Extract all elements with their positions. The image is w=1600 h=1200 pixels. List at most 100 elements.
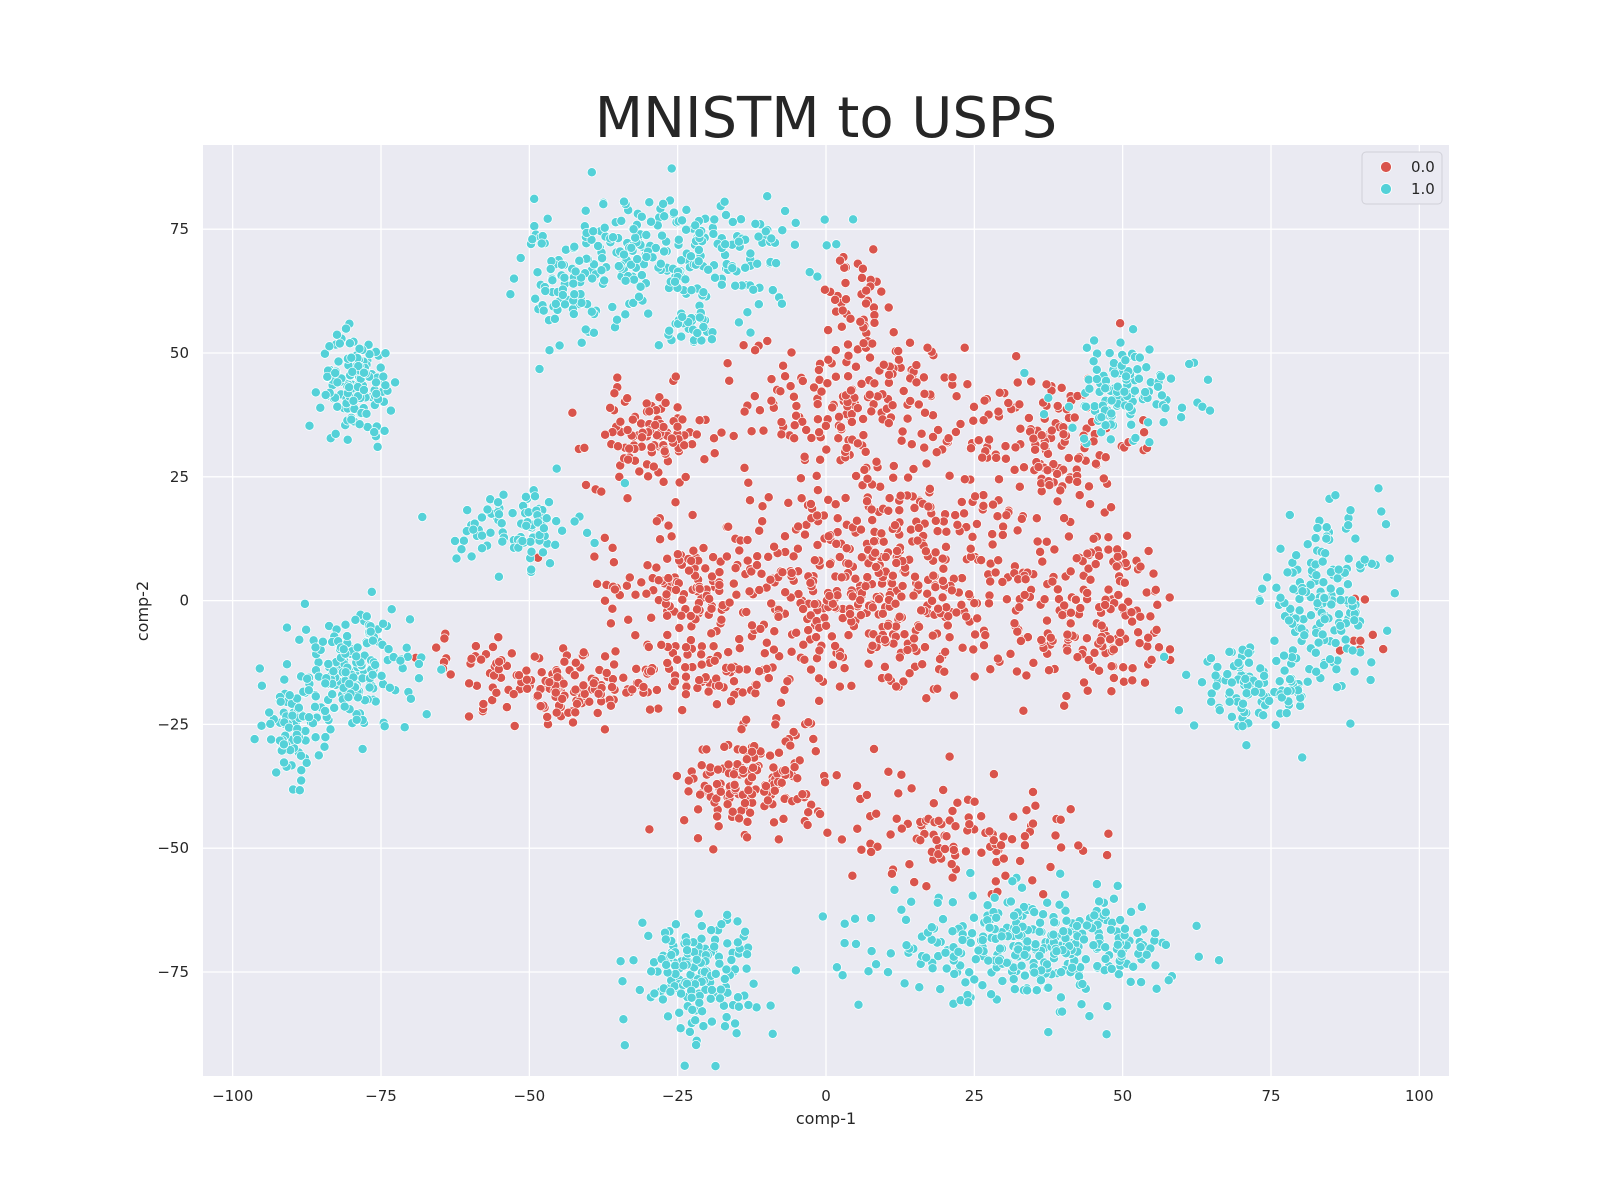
- scatter-point: [386, 604, 397, 615]
- scatter-point: [949, 690, 959, 701]
- scatter-point: [1123, 596, 1134, 607]
- scatter-point: [866, 847, 877, 857]
- scatter-point: [742, 535, 753, 545]
- scatter-point: [613, 441, 623, 452]
- scatter-point: [766, 598, 777, 609]
- scatter-point: [1039, 441, 1050, 451]
- scatter-point: [623, 614, 634, 625]
- scatter-point: [390, 377, 401, 388]
- scatter-point: [1090, 559, 1101, 570]
- scatter-point: [991, 452, 1002, 463]
- scatter-point: [517, 536, 528, 546]
- scatter-point: [348, 395, 359, 406]
- scatter-point: [763, 551, 774, 562]
- scatter-point: [915, 835, 926, 846]
- scatter-point: [698, 287, 709, 298]
- scatter-point: [767, 1028, 778, 1039]
- scatter-point: [969, 671, 980, 682]
- scatter-point: [777, 225, 788, 236]
- scatter-point: [797, 789, 808, 800]
- scatter-point: [586, 167, 597, 178]
- scatter-point: [751, 679, 762, 690]
- scatter-point: [685, 635, 696, 646]
- scatter-point: [895, 490, 906, 501]
- scatter-point: [843, 339, 853, 350]
- scatter-point: [347, 366, 358, 377]
- scatter-point: [766, 374, 777, 385]
- scatter-point: [570, 707, 581, 718]
- scatter-point: [715, 786, 726, 797]
- scatter-point: [1135, 561, 1146, 572]
- scatter-point: [754, 666, 765, 677]
- scatter-point: [605, 700, 616, 711]
- scatter-point: [889, 884, 900, 895]
- scatter-point: [883, 505, 894, 516]
- scatter-point: [812, 399, 823, 410]
- scatter-point: [637, 917, 648, 928]
- scatter-point: [330, 368, 341, 378]
- scatter-point: [1052, 401, 1063, 411]
- scatter-point: [1030, 444, 1041, 455]
- scatter-point: [659, 211, 670, 222]
- scatter-point: [1085, 499, 1096, 510]
- scatter-point: [719, 196, 730, 207]
- scatter-point: [493, 497, 504, 508]
- scatter-point: [734, 813, 745, 824]
- scatter-point: [746, 566, 757, 577]
- scatter-point: [805, 577, 816, 588]
- scatter-point: [399, 722, 410, 733]
- scatter-point: [758, 425, 769, 436]
- scatter-point: [908, 464, 919, 474]
- scatter-point: [607, 603, 618, 614]
- scatter-point: [1359, 594, 1370, 605]
- scatter-point: [287, 710, 298, 721]
- scatter-point: [708, 641, 719, 652]
- scatter-point: [494, 509, 504, 520]
- scatter-point: [1080, 954, 1091, 965]
- scatter-point: [846, 680, 857, 691]
- scatter-point: [1061, 691, 1072, 701]
- scatter-point: [1021, 805, 1032, 816]
- scatter-point: [1091, 374, 1102, 385]
- scatter-point: [905, 396, 916, 406]
- scatter-point: [742, 832, 753, 843]
- scatter-point: [933, 849, 944, 860]
- scatter-point: [730, 563, 741, 574]
- scatter-point: [779, 685, 790, 695]
- scatter-point: [1101, 1029, 1112, 1040]
- scatter-point: [1158, 417, 1169, 428]
- scatter-point: [743, 1000, 754, 1010]
- scatter-point: [917, 659, 928, 670]
- scatter-point: [1067, 422, 1078, 433]
- scatter-point: [932, 897, 943, 908]
- scatter-point: [691, 954, 702, 965]
- scatter-point: [920, 642, 930, 653]
- scatter-point: [830, 641, 841, 651]
- scatter-point: [1055, 992, 1066, 1003]
- scatter-point: [1129, 385, 1140, 396]
- scatter-point: [1019, 949, 1030, 960]
- scatter-point: [487, 695, 498, 706]
- scatter-point: [1226, 711, 1237, 722]
- scatter-point: [688, 545, 699, 556]
- scatter-point: [1103, 544, 1114, 555]
- scatter-point: [896, 435, 907, 446]
- scatter-point: [1009, 984, 1020, 995]
- scatter-point: [780, 587, 791, 598]
- scatter-point: [522, 683, 533, 694]
- scatter-point: [592, 578, 603, 589]
- scatter-point: [812, 271, 823, 282]
- scatter-point: [882, 620, 893, 631]
- scatter-point: [1173, 705, 1184, 716]
- scatter-point: [1044, 665, 1054, 676]
- scatter-point: [868, 244, 879, 255]
- scatter-point: [315, 402, 326, 413]
- scatter-point: [1013, 944, 1024, 955]
- scatter-point: [942, 620, 953, 631]
- scatter-point: [941, 541, 951, 552]
- scatter-point: [620, 275, 631, 286]
- scatter-point: [1206, 653, 1216, 664]
- scatter-point: [897, 426, 908, 437]
- scatter-point: [710, 968, 721, 979]
- scatter-point: [1243, 648, 1254, 659]
